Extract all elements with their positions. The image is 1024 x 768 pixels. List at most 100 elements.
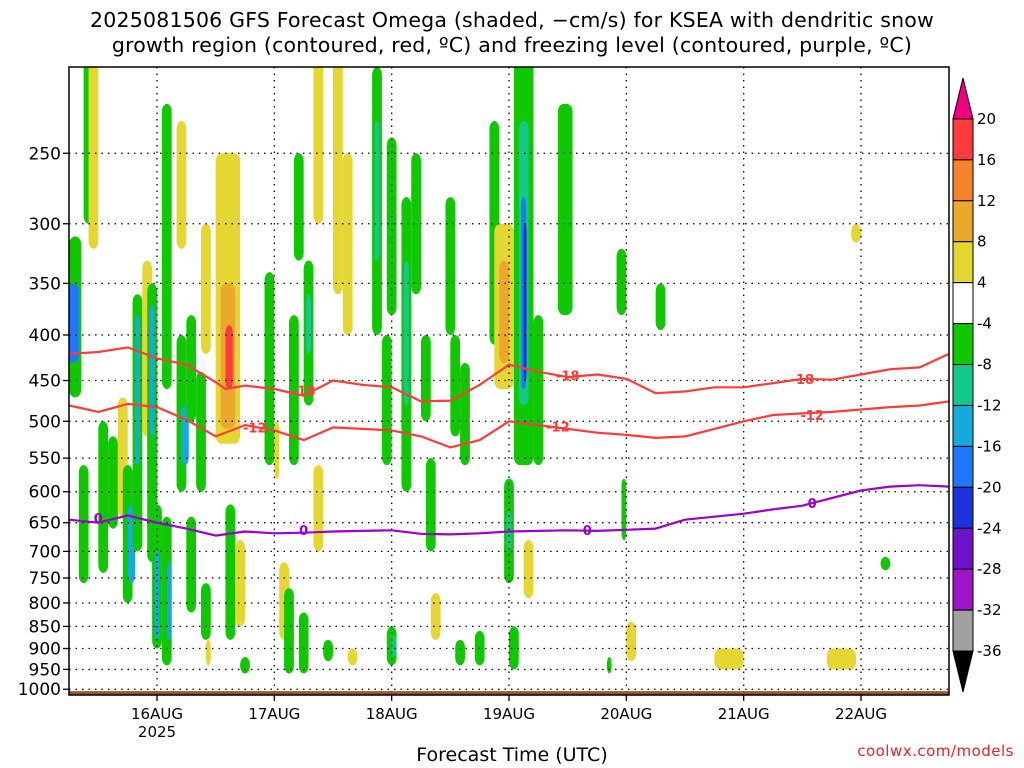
omega-shading [69, 67, 891, 674]
colorbar-segment-0 [952, 77, 974, 120]
y-tick-label-600: 600 [29, 483, 61, 503]
omega-cell-2 [78, 465, 89, 584]
contour-line-0 [69, 484, 949, 537]
colorbar: 20 16 12 8 4 -4 -8 -12 -16 -20 -24 -28 -32 -36 [952, 77, 1002, 693]
omega-cell-79 [557, 103, 573, 316]
y-tick-label-750: 750 [29, 569, 61, 589]
y-tick-label-500: 500 [29, 412, 61, 432]
omega-cell-87 [880, 556, 891, 571]
omega-cell-46 [323, 639, 333, 662]
colorbar-label-13: -36 [977, 642, 1002, 660]
colorbar-segment-2 [952, 159, 974, 202]
omega-cell-17 [161, 103, 172, 390]
x-tick-label-0: 16AUG [131, 705, 183, 723]
omega-cell-34 [240, 657, 250, 674]
omega-cell-59 [421, 334, 431, 422]
colorbar-segment-12 [952, 568, 974, 611]
y-axis: 250 300 350 400 450 500 550 600 650 700 750 800 850 9… [18, 144, 69, 700]
omega-cell-78 [533, 315, 544, 466]
omega-cell-26 [201, 223, 211, 354]
colorbar-label-5: -4 [977, 315, 992, 333]
colorbar-label-10: -24 [977, 519, 1002, 537]
omega-cell-80 [616, 248, 627, 316]
omega-cell-28 [205, 639, 211, 666]
x-tick-label-6: 22AUG [835, 705, 887, 723]
colorbar-segment-11 [952, 527, 974, 570]
omega-cell-5 [98, 421, 109, 573]
omega-cell-83 [606, 657, 612, 674]
omega-cell-33 [235, 540, 245, 627]
colorbar-label-4: 4 [977, 274, 987, 292]
omega-cell-21 [176, 121, 187, 249]
colorbar-segment-8 [952, 404, 974, 447]
y-tick-label-950: 950 [29, 660, 61, 680]
omega-cell-24 [186, 516, 197, 613]
omega-cell-43 [306, 294, 311, 354]
contour-label-0-1: 0 [299, 524, 308, 539]
contour-label--12-1: -12 [546, 421, 570, 436]
colorbar-label-6: -8 [977, 356, 992, 374]
y-tick-label-800: 800 [29, 594, 61, 614]
colorbar-segment-7 [952, 364, 974, 406]
omega-cell-1 [69, 283, 79, 363]
omega-cell-47 [333, 67, 343, 295]
omega-cell-38 [284, 588, 294, 674]
omega-cell-48 [342, 153, 353, 335]
omega-cell-52 [381, 334, 392, 466]
colorbar-label-8: -16 [977, 437, 1002, 455]
omega-cell-63 [450, 334, 461, 437]
x-tick-label-3: 19AUG [483, 705, 535, 723]
colorbar-segment-6 [952, 323, 974, 366]
contour-label--12-0: -12 [243, 421, 267, 436]
colorbar-segment-9 [952, 445, 974, 488]
omega-cell-19 [166, 562, 172, 640]
colorbar-label-2: 12 [977, 192, 996, 210]
omega-cell-11 [135, 315, 140, 466]
contour-line--18 [69, 346, 949, 403]
terrain-strip [69, 691, 949, 695]
contour-label-0-3: 0 [808, 497, 817, 512]
chart-title-line-2: growth region (contoured, red, ºC) and f… [111, 33, 913, 57]
x-tick-label-2: 18AUG [366, 705, 418, 723]
omega-cell-82 [626, 621, 637, 662]
omega-cell-36 [274, 421, 280, 479]
colorbar-segment-13 [952, 609, 974, 652]
colorbar-segment-14 [952, 650, 974, 693]
y-tick-label-900: 900 [29, 640, 61, 660]
omega-cell-14 [149, 304, 155, 437]
contour-label--18-0: -18 [292, 385, 316, 400]
contour-label--12-2: -12 [800, 409, 824, 424]
colorbar-label-12: -32 [977, 601, 1002, 619]
y-tick-label-850: 850 [29, 617, 61, 637]
omega-cell-53 [386, 137, 397, 316]
terrain-layer [69, 691, 949, 695]
x-tick-label-1: 17AUG [248, 705, 300, 723]
y-tick-label-450: 450 [29, 372, 61, 392]
omega-cell-44 [313, 67, 324, 224]
y-tick-label-700: 700 [29, 542, 61, 562]
colorbar-label-11: -28 [977, 560, 1002, 578]
omega-cell-32 [225, 504, 236, 640]
omega-cell-45 [313, 465, 324, 552]
omega-cell-84 [655, 283, 666, 331]
contour-lines: -18 -18 -18 -12 -12 -12 0 0 0 0 [69, 346, 949, 539]
contour-label--18-2: -18 [791, 373, 815, 388]
omega-cell-64 [455, 639, 465, 666]
omega-cell-62 [445, 197, 456, 335]
colorbar-segment-5 [952, 282, 974, 325]
colorbar-segment-1 [952, 118, 974, 161]
credit-text: coolwx.com/models [857, 742, 1014, 760]
y-tick-label-400: 400 [29, 326, 61, 346]
omega-cell-77 [523, 540, 534, 599]
colorbar-label-7: -12 [977, 396, 1002, 414]
x-tick-sublabel-0: 2025 [138, 723, 176, 741]
omega-cell-39 [289, 315, 299, 466]
omega-cell-27 [201, 583, 211, 640]
omega-cell-61 [430, 593, 441, 640]
colorbar-label-1: 16 [977, 151, 996, 169]
contour-line--12 [69, 400, 949, 449]
chart-title: 2025081506 GFS Forecast Omega (shaded, −… [0, 8, 1024, 58]
omega-cell-58 [411, 153, 421, 295]
